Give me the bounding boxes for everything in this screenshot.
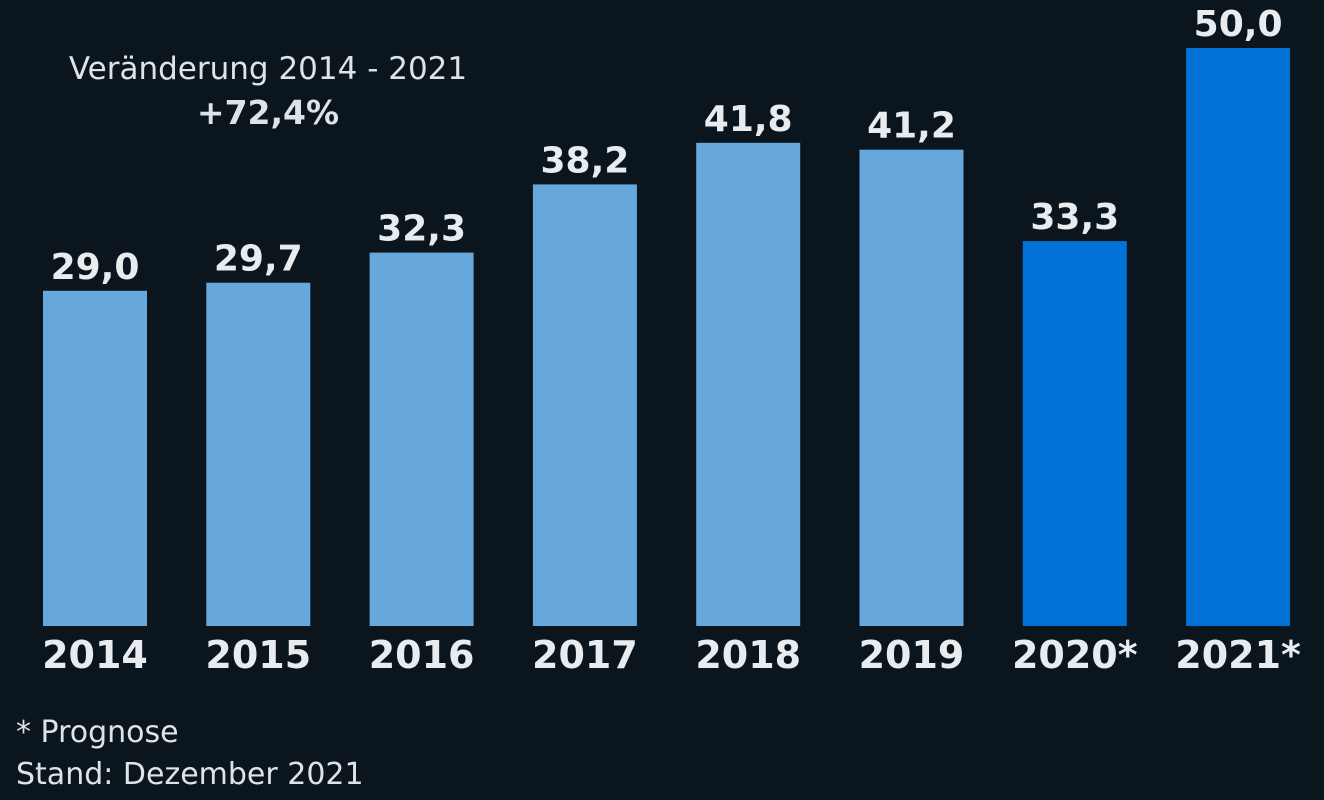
- forecast-footnote: * Prognose: [16, 715, 179, 750]
- value-label-2019: 41,2: [867, 106, 956, 147]
- status-footnote: Stand: Dezember 2021: [16, 757, 364, 792]
- x-tick-label-2015: 2015: [205, 633, 311, 677]
- footnotes: * Prognose Stand: Dezember 2021: [16, 712, 364, 796]
- value-label-2016: 32,3: [377, 209, 466, 250]
- x-tick-label-2017: 2017: [532, 633, 638, 677]
- change-annotation: Veränderung 2014 - 2021 +72,4%: [69, 48, 467, 136]
- value-label-2014: 29,0: [51, 247, 140, 288]
- value-label-2021-forecast: 50,0: [1194, 4, 1283, 45]
- x-tick-labels-group: 2014 2015 2016 2017 2018 2019 2020* 2021*: [42, 633, 1301, 677]
- bar-2016: [369, 252, 474, 626]
- x-tick-label-2021-forecast: 2021*: [1175, 633, 1301, 677]
- bar-2017: [532, 184, 637, 626]
- change-annotation-value: +72,4%: [196, 93, 340, 132]
- bar-2018: [696, 142, 801, 627]
- x-tick-label-2014: 2014: [42, 633, 148, 677]
- bar-2019: [859, 149, 964, 626]
- value-label-2018: 41,8: [704, 99, 793, 140]
- x-tick-label-2020-forecast: 2020*: [1012, 633, 1138, 677]
- x-tick-label-2016: 2016: [369, 633, 475, 677]
- value-label-2020-forecast: 33,3: [1030, 197, 1119, 238]
- bar-2014: [43, 290, 147, 626]
- bar-2015: [206, 282, 311, 626]
- value-label-2017: 38,2: [540, 140, 629, 181]
- change-annotation-title: Veränderung 2014 - 2021: [68, 51, 468, 87]
- bars-group: [43, 48, 1291, 627]
- bar-2021-forecast: [1186, 48, 1291, 626]
- x-tick-label-2018: 2018: [695, 633, 801, 677]
- value-label-2015: 29,7: [214, 239, 303, 280]
- x-tick-label-2019: 2019: [859, 633, 965, 677]
- value-labels-group: 29,0 29,7 32,3 38,2 41,8 41,2 33,3 50,0: [51, 4, 1283, 288]
- bar-2020-forecast: [1022, 241, 1127, 626]
